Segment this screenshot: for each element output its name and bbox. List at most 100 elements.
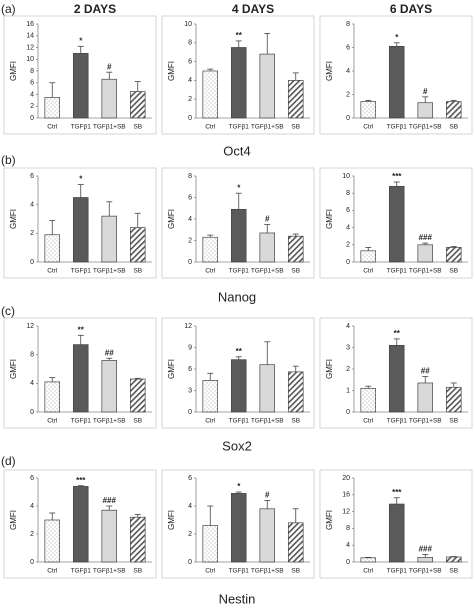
bar xyxy=(259,232,276,263)
significance-label: ### xyxy=(419,233,433,242)
bar xyxy=(129,516,146,563)
panel-frame xyxy=(319,317,473,429)
y-tick-label: 4 xyxy=(188,503,192,510)
bar xyxy=(202,70,219,119)
y-tick-label: 0 xyxy=(188,409,192,416)
bar xyxy=(72,197,89,263)
x-tick-label: TGFβ1+SB xyxy=(409,268,442,275)
panel-label: (c) xyxy=(1,304,15,318)
bar xyxy=(287,522,304,563)
y-tick-label: 8 xyxy=(346,190,350,197)
significance-label: * xyxy=(79,36,83,45)
y-tick-label: 8 xyxy=(346,21,350,28)
y-axis-label: GMFI xyxy=(9,510,18,530)
bar xyxy=(259,508,276,563)
panel-label: (a) xyxy=(1,2,16,16)
x-tick-label: SB xyxy=(133,268,142,275)
column-title: 2 DAYS xyxy=(74,2,116,16)
y-tick-label: 6 xyxy=(188,366,192,373)
bar xyxy=(101,215,118,263)
y-tick-label: 16 xyxy=(26,21,34,28)
significance-label: *** xyxy=(392,488,402,497)
significance-label: ## xyxy=(421,367,430,376)
y-tick-label: 4 xyxy=(188,216,192,223)
x-tick-label: SB xyxy=(291,568,300,575)
panel-frame xyxy=(161,167,315,279)
bar xyxy=(230,208,247,263)
y-tick-label: 4 xyxy=(346,68,350,75)
y-axis-label: GMFI xyxy=(9,359,18,379)
y-tick-label: 0 xyxy=(188,259,192,266)
y-tick-label: 14 xyxy=(26,33,34,40)
x-tick-label: TGFβ1+SB xyxy=(251,268,284,275)
x-tick-label: Ctrl xyxy=(363,568,374,575)
bar xyxy=(417,244,434,263)
y-tick-label: 0 xyxy=(30,259,34,266)
x-tick-label: Ctrl xyxy=(363,124,374,131)
x-tick-label: TGFβ1 xyxy=(229,418,250,425)
y-tick-label: 8 xyxy=(30,352,34,359)
x-tick-label: TGFβ1 xyxy=(71,268,92,275)
bar xyxy=(129,378,146,413)
column-title: 6 DAYS xyxy=(390,2,432,16)
y-tick-label: 10 xyxy=(342,173,350,180)
y-tick-label: 8 xyxy=(188,173,192,180)
x-tick-label: TGFβ1+SB xyxy=(251,124,284,131)
y-axis-label: GMFI xyxy=(167,359,176,379)
y-axis-label: GMFI xyxy=(167,209,176,229)
bar xyxy=(72,344,89,413)
bar xyxy=(360,250,377,263)
panel-frame xyxy=(319,15,473,135)
bar xyxy=(44,519,61,563)
y-tick-label: 6 xyxy=(188,475,192,482)
y-axis-label: GMFI xyxy=(325,61,334,81)
row-title: Oct4 xyxy=(223,143,250,158)
bar xyxy=(417,382,434,413)
x-tick-label: Ctrl xyxy=(47,268,58,275)
y-tick-label: 6 xyxy=(346,207,350,214)
x-tick-label: TGFβ1 xyxy=(387,268,408,275)
x-tick-label: SB xyxy=(133,568,142,575)
x-tick-label: TGFβ1 xyxy=(71,418,92,425)
y-tick-label: 0 xyxy=(346,115,350,122)
x-tick-label: Ctrl xyxy=(205,568,216,575)
y-tick-label: 6 xyxy=(30,80,34,87)
significance-label: ** xyxy=(236,31,243,40)
bar xyxy=(388,45,405,119)
significance-label: ## xyxy=(105,348,114,357)
x-tick-label: Ctrl xyxy=(363,268,374,275)
bar xyxy=(259,364,276,413)
bar xyxy=(417,102,434,119)
bar xyxy=(202,525,219,563)
x-tick-label: SB xyxy=(291,124,300,131)
bar xyxy=(417,557,434,563)
bar xyxy=(388,345,405,413)
y-tick-label: 2 xyxy=(188,96,192,103)
row-title: Nanog xyxy=(218,289,256,304)
bar xyxy=(259,53,276,119)
y-tick-label: 6 xyxy=(188,58,192,65)
significance-label: * xyxy=(237,482,241,491)
column-title: 4 DAYS xyxy=(232,2,274,16)
y-axis-label: GMFI xyxy=(325,359,334,379)
x-tick-label: TGFβ1 xyxy=(71,568,92,575)
y-tick-label: 12 xyxy=(342,508,350,515)
x-tick-label: Ctrl xyxy=(205,124,216,131)
y-tick-label: 20 xyxy=(342,475,350,482)
y-tick-label: 8 xyxy=(346,525,350,532)
x-tick-label: TGFβ1+SB xyxy=(93,124,126,131)
panel-label: (d) xyxy=(1,454,16,468)
y-tick-label: 10 xyxy=(26,56,34,63)
panel-frame xyxy=(3,469,157,579)
y-tick-label: 12 xyxy=(26,323,34,330)
x-tick-label: Ctrl xyxy=(205,268,216,275)
y-tick-label: 2 xyxy=(30,230,34,237)
x-tick-label: SB xyxy=(291,418,300,425)
y-tick-label: 0 xyxy=(30,409,34,416)
bar xyxy=(360,557,377,563)
significance-label: ** xyxy=(78,325,85,334)
bar xyxy=(388,185,405,263)
x-tick-label: TGFβ1 xyxy=(387,418,408,425)
y-tick-label: 2 xyxy=(30,531,34,538)
